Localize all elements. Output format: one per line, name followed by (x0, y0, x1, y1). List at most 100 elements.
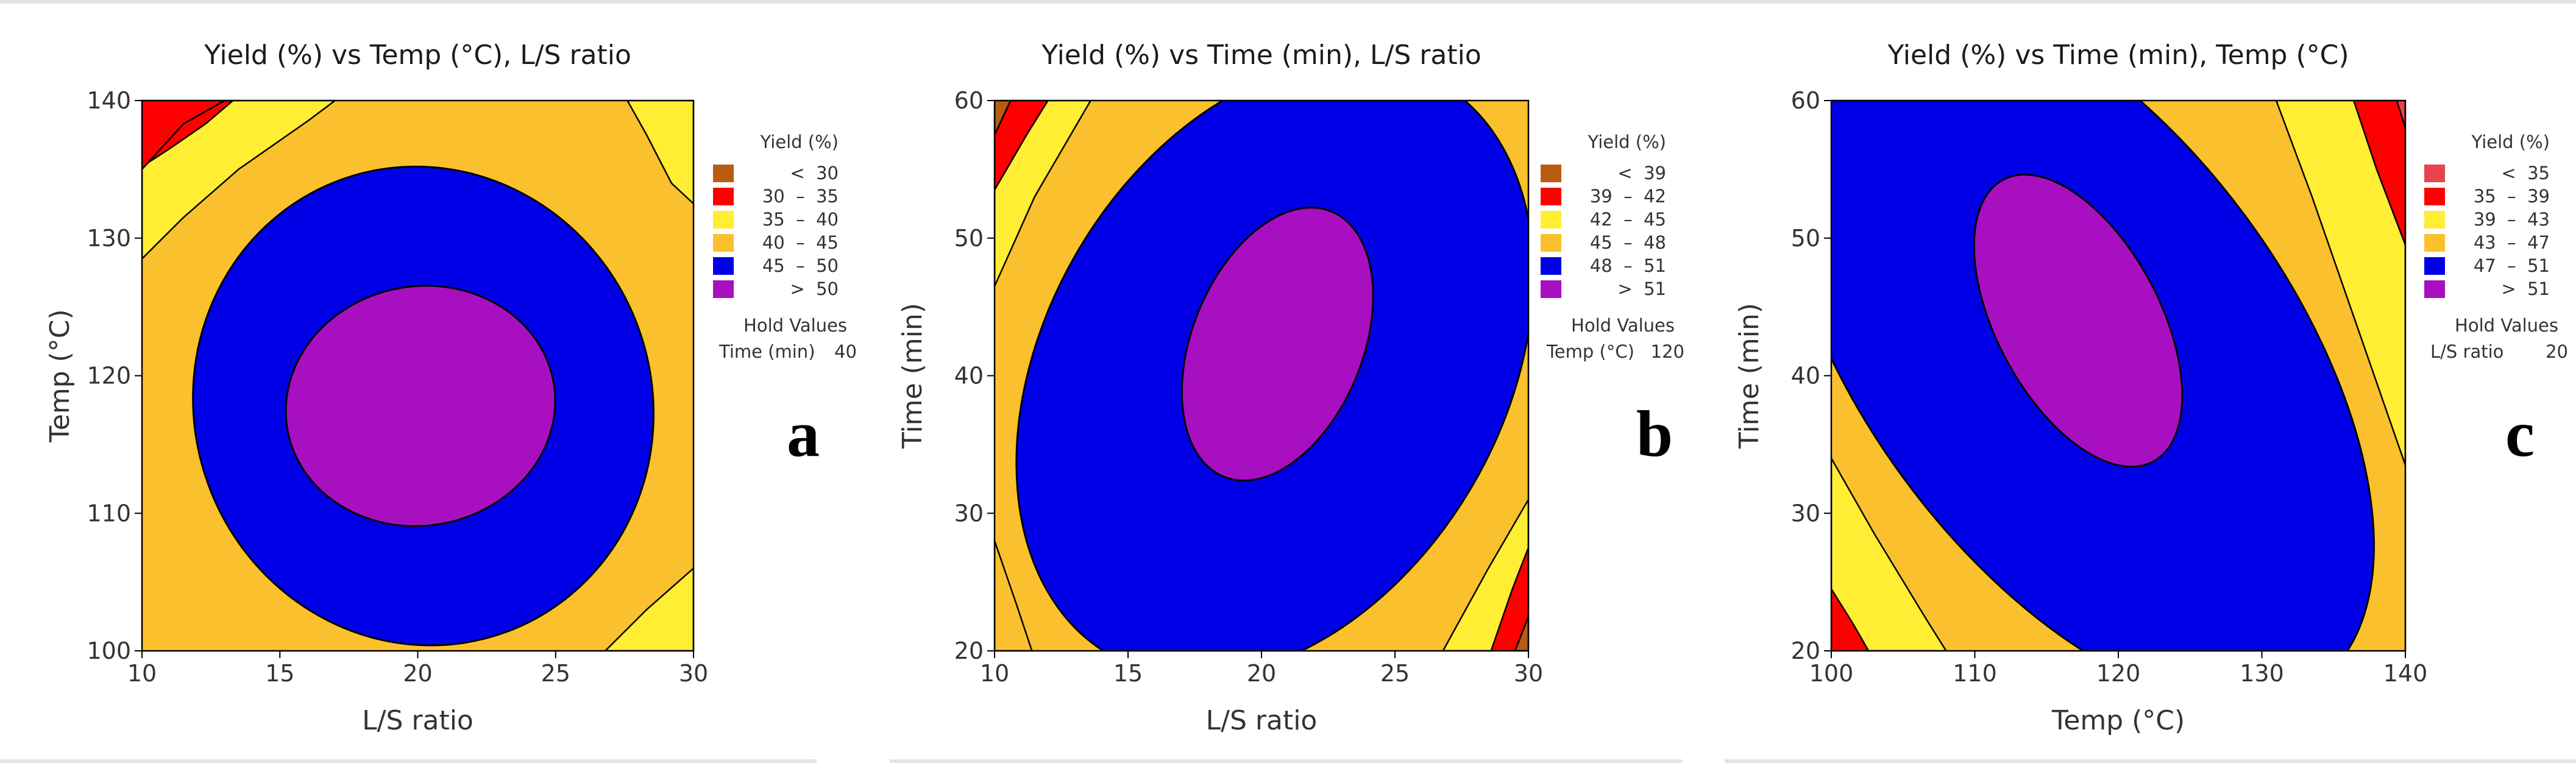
chart-b-legend-swatch-0 (1541, 165, 1561, 182)
chart-a-contour-1 (142, 101, 227, 171)
chart-b-panel-letter: b (1636, 398, 1673, 470)
chart-a-legend-title: Yield (%) (760, 132, 839, 152)
chart-c-hold-label: L/S ratio (2430, 341, 2503, 362)
chart-b-band-2 (995, 101, 1012, 135)
chart-b-hold-label: Temp (°C) (1546, 341, 1634, 362)
chart-a-legend-swatch-3 (713, 234, 734, 252)
chart-a-ytick-label-1: 110 (87, 500, 131, 527)
chart-a-legend-swatch-4 (713, 257, 734, 275)
chart-a-legend-swatch-5 (713, 280, 734, 298)
chart-c-legend-swatch-2 (2424, 211, 2445, 229)
chart-a-plot-area (142, 101, 694, 651)
chart-a-band-0 (142, 101, 336, 260)
chart-a-legend-label-5: > 50 (790, 279, 839, 299)
chart-a-hold-label: Time (min) (719, 341, 815, 362)
chart-c-ytick-label-2: 40 (1791, 363, 1820, 389)
chart-b-xtick-label-1: 15 (1113, 660, 1143, 687)
chart-a-band-1 (604, 567, 694, 651)
chart-b-title: Yield (%) vs Time (min), L/S ratio (1041, 40, 1481, 71)
chart-a-xtick-label-0: 10 (127, 660, 157, 687)
chart-b-xtick-label-4: 30 (1514, 660, 1543, 687)
chart-a-hold-title: Hold Values (743, 315, 847, 336)
chart-b-legend-label-1: 39 – 42 (1590, 186, 1666, 207)
chart-b-plot-area (995, 101, 1528, 651)
chart-a-legend-label-4: 45 – 50 (762, 255, 839, 276)
chart-c-ytick-label-3: 50 (1791, 225, 1820, 252)
chart-a-legend-swatch-1 (713, 188, 734, 205)
chart-b-legend-label-3: 45 – 48 (1590, 232, 1666, 253)
chart-b-xtick-label-0: 10 (980, 660, 1009, 687)
chart-c-contour-5 (1973, 174, 2184, 468)
chart-a-legend-swatch-2 (713, 211, 734, 229)
chart-c-legend-label-5: > 51 (2501, 279, 2550, 299)
chart-c-legend-swatch-4 (2424, 257, 2445, 275)
chart-a-ytick-label-4: 140 (87, 87, 131, 114)
chart-c-xlabel: Temp (°C) (2051, 705, 2185, 736)
chart-c-legend-title: Yield (%) (2471, 132, 2550, 152)
chart-c: 100 110 120 130 140 20 30 40 50 60 Yield (%) vs Ti… (1734, 40, 2568, 736)
chart-b-legend-swatch-2 (1541, 211, 1561, 229)
chart-b-ytick-label-4: 60 (954, 87, 984, 114)
bottom-separator-b (890, 759, 1682, 763)
chart-c-xtick-label-4: 140 (2383, 660, 2428, 687)
chart-a-legend-label-2: 35 – 40 (762, 209, 839, 230)
bottom-separator-c (1725, 759, 2576, 763)
chart-c-hold-value: 20 (2546, 341, 2568, 362)
chart-c-legend-label-4: 47 – 51 (2474, 255, 2550, 276)
chart-b-band-6 (995, 540, 1033, 651)
chart-c-plot-area (1831, 101, 2405, 651)
chart-a-xlabel: L/S ratio (362, 705, 474, 736)
bottom-separator-a (0, 759, 817, 763)
chart-b-legend-title: Yield (%) (1588, 132, 1666, 152)
chart-a-legend-label-3: 40 – 45 (762, 232, 839, 253)
chart-a-hold-value: 40 (834, 341, 857, 362)
chart-c-band-4 (2396, 101, 2405, 129)
chart-c-legend-label-2: 39 – 43 (2474, 209, 2550, 230)
chart-b-ytick-label-2: 40 (954, 363, 984, 389)
chart-a-legend-label-1: 30 – 35 (762, 186, 839, 207)
chart-a-panel-letter: a (787, 398, 820, 470)
chart-c-xtick-label-3: 130 (2240, 660, 2284, 687)
chart-a-xtick-label-4: 30 (679, 660, 708, 687)
chart-b-ytick-label-0: 20 (954, 637, 984, 664)
chart-c-legend-label-0: < 35 (2501, 163, 2550, 183)
chart-b-ytick-label-3: 50 (954, 225, 984, 252)
chart-b-band-1 (995, 101, 1049, 192)
chart-b-legend-label-4: 48 – 51 (1590, 255, 1666, 276)
chart-c-band-3 (2352, 101, 2405, 246)
chart-c-band-2 (2275, 101, 2405, 466)
chart-b-ylabel: Time (min) (897, 303, 928, 449)
chart-c-legend-swatch-3 (2424, 234, 2445, 252)
chart-a-contour-5 (285, 285, 556, 527)
chart-b-legend-label-5: > 51 (1617, 279, 1666, 299)
chart-b-legend-label-2: 42 – 45 (1590, 209, 1666, 230)
chart-c-legend-swatch-0 (2424, 165, 2445, 182)
chart-c-title: Yield (%) vs Time (min), Temp (°C) (1887, 40, 2349, 71)
chart-a-ytick-label-0: 100 (87, 637, 131, 664)
chart-a-legend-swatch-0 (713, 165, 734, 182)
chart-a-ylabel: Temp (°C) (44, 309, 76, 442)
chart-b: 10 15 20 25 30 20 30 40 50 60 Yield (%) vs Time (m… (897, 40, 1684, 736)
chart-a-xtick-label-2: 20 (403, 660, 432, 687)
chart-c-legend-swatch-1 (2424, 188, 2445, 205)
chart-c-legend-label-3: 43 – 47 (2474, 232, 2550, 253)
chart-a-band-2 (626, 101, 694, 205)
chart-c-legend-swatch-5 (2424, 280, 2445, 298)
chart-c-hold-title: Hold Values (2455, 315, 2558, 336)
chart-a-ytick-label-3: 130 (87, 225, 131, 252)
chart-c-xtick-label-2: 120 (2096, 660, 2141, 687)
chart-b-xtick-label-3: 25 (1380, 660, 1410, 687)
chart-a-ytick-label-2: 120 (87, 363, 131, 389)
chart-b-xtick-label-2: 20 (1247, 660, 1276, 687)
chart-b-band-4 (1490, 547, 1528, 651)
chart-c-xtick-label-0: 100 (1809, 660, 1854, 687)
chart-b-legend-swatch-5 (1541, 280, 1561, 298)
chart-b-ytick-label-1: 30 (954, 500, 984, 527)
chart-c-ytick-label-0: 20 (1791, 637, 1820, 664)
chart-b-legend-swatch-3 (1541, 234, 1561, 252)
chart-a-title: Yield (%) vs Temp (°C), L/S ratio (204, 40, 631, 71)
